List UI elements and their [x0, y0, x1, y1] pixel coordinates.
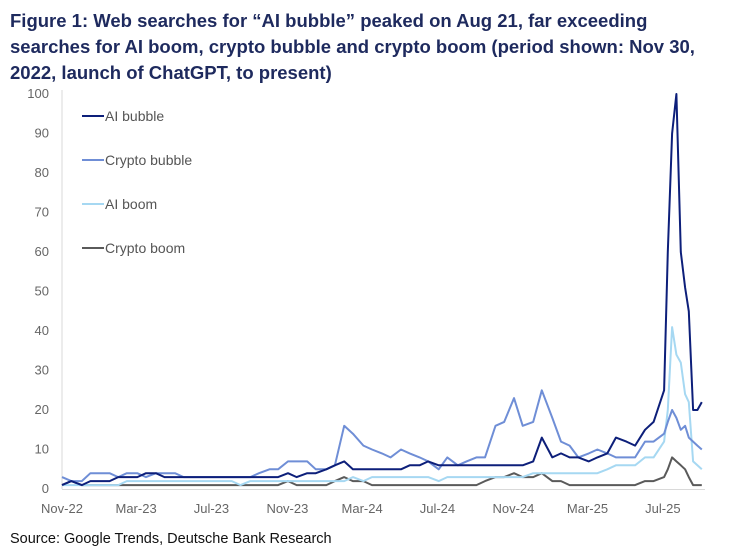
x-tick-label: Jul-23 — [194, 501, 229, 516]
y-tick-label: 60 — [35, 244, 49, 259]
y-tick-label: 90 — [35, 126, 49, 141]
chart-title: Figure 1: Web searches for “AI bubble” p… — [10, 10, 695, 83]
x-tick-label: Jul-25 — [645, 501, 680, 516]
y-tick-label: 50 — [35, 284, 49, 299]
x-tick-label: Mar-24 — [342, 501, 383, 516]
y-tick-label: 80 — [35, 165, 49, 180]
legend-label: Crypto boom — [105, 240, 185, 256]
legend-item: Crypto boom — [82, 240, 185, 256]
x-tick-label: Nov-23 — [266, 501, 308, 516]
y-tick-label: 0 — [42, 481, 49, 496]
series-line-ai-bubble — [61, 93, 703, 487]
x-tick-label: Jul-24 — [420, 501, 455, 516]
y-tick-label: 40 — [35, 323, 49, 338]
x-tick-label: Nov-22 — [41, 501, 83, 516]
x-tick-label: Mar-23 — [116, 501, 157, 516]
y-tick-label: 30 — [35, 363, 49, 378]
series-line-ai-boom — [62, 326, 703, 487]
y-tick-label: 20 — [35, 402, 49, 417]
legend-item: Crypto bubble — [82, 152, 192, 168]
legend-item: AI bubble — [82, 108, 164, 124]
legend-item: AI boom — [82, 196, 157, 212]
y-tick-label: 100 — [27, 86, 49, 101]
x-tick-label: Mar-25 — [567, 501, 608, 516]
y-tick-label: 70 — [35, 205, 49, 220]
legend-label: AI bubble — [105, 108, 164, 124]
series-line-crypto-boom — [61, 456, 702, 487]
legend-label: Crypto bubble — [105, 152, 192, 168]
series-line-crypto-bubble — [61, 389, 703, 483]
chart-source: Source: Google Trends, Deutsche Bank Res… — [10, 531, 332, 547]
legend-label: AI boom — [105, 196, 157, 212]
x-tick-label: Nov-24 — [492, 501, 534, 516]
y-tick-label: 10 — [35, 442, 49, 457]
